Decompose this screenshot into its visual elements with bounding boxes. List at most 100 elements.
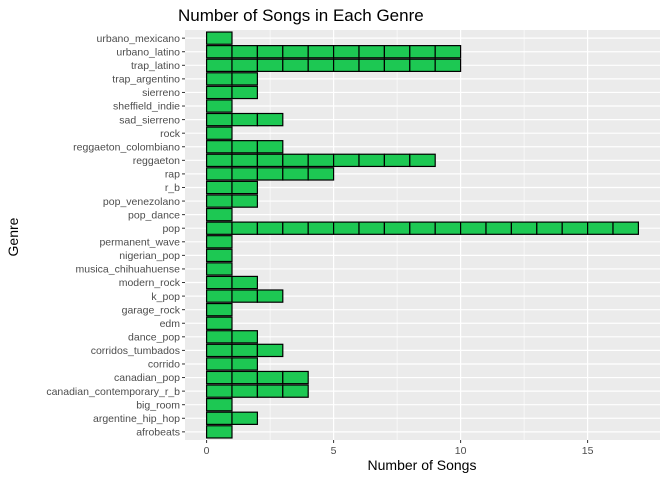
bar-urbano_mexicano [205,31,233,45]
bar-segment [256,153,284,168]
bar-k_pop [205,289,284,303]
bar-musica_chihuahuense [205,262,233,276]
bar-garage_rock [205,302,233,317]
y-tick-label: corrido [148,359,180,371]
y-tick-label: canadian_contemporary_r_b [46,386,180,398]
bar-trap_argentino [205,72,258,86]
x-tick-label: 15 [582,445,594,457]
bar-segment [256,45,284,59]
bars [205,31,640,439]
y-tick-label: garage_rock [122,304,181,316]
bar-big_room [205,397,233,412]
y-tick-label: rap [165,169,180,181]
bar-segment [383,45,411,59]
y-tick-label: urbano_mexicano [97,33,181,45]
bar-segment [307,167,335,181]
bar-segment [256,221,284,235]
bar-segment [536,221,563,235]
major-gridlines [185,30,660,440]
y-tick-label: argentine_hip_hop [93,413,180,425]
bar-sad_sierreno [205,112,284,127]
bar-segment [205,85,233,100]
x-tick-label: 5 [331,445,337,457]
bar-canadian_contemporary_r_b [205,384,309,398]
bar-canadian_pop [205,370,309,385]
bar-segment [256,140,284,154]
bar-segment [205,357,233,371]
bar-segment [231,72,258,86]
bar-segment [205,302,233,317]
bar-segment [231,289,258,303]
bar-trap_latino [205,58,462,73]
bar-segment [205,221,233,235]
bar-segment [205,180,233,195]
bar-segment [332,58,360,73]
y-axis: afrobeatsargentine_hip_hopbig_roomcanadi… [46,33,185,439]
y-tick-label: canadian_pop [114,372,180,384]
y-axis-title: Genre [5,217,21,256]
bar-segment [256,167,284,181]
x-axis: 0 5 10 15 [204,440,594,457]
y-tick-label: modern_rock [119,277,181,289]
bar-segment [612,221,640,235]
y-tick-label: big_room [136,399,180,411]
bar-segment [205,370,233,385]
bar-segment [460,221,487,235]
bar-corrido [205,357,258,371]
bar-segment [383,221,411,235]
y-tick-label: permanent_wave [99,236,180,248]
bar-segment [282,153,309,168]
bar-segment [282,370,309,385]
bar-segment [231,140,258,154]
bar-segment [205,126,233,140]
bar-segment [205,194,233,208]
bar-segment [231,85,258,100]
bar-segment [231,221,258,235]
bar-reggaeton_colombiano [205,140,284,154]
y-tick-label: trap_latino [131,60,180,72]
bar-segment [205,425,233,439]
bar-segment [358,221,385,235]
y-tick-label: rock [160,128,181,140]
y-tick-label: corridos_tumbados [91,345,180,357]
bar-segment [332,153,360,168]
bar-segment [231,58,258,73]
bar-segment [205,384,233,398]
bar-segment [231,112,258,127]
bar-segment [307,153,335,168]
bar-segment [205,167,233,181]
y-tick-label: pop_dance [128,209,180,221]
bar-edm [205,316,233,330]
bar-pop_dance [205,207,233,222]
bar-segment [485,221,513,235]
bar-segment [205,58,233,73]
bar-segment [231,194,258,208]
bar-segment [434,45,462,59]
bar-segment [231,370,258,385]
bar-segment [231,330,258,344]
bar-modern_rock [205,275,258,290]
bar-segment [231,153,258,168]
bar-segment [256,289,284,303]
bar-permanent_wave [205,235,233,249]
bar-segment [231,45,258,59]
bar-segment [358,153,385,168]
bar-segment [205,72,233,86]
bar-segment [409,45,436,59]
bar-segment [205,275,233,290]
bar-sierreno [205,85,258,100]
bar-segment [332,221,360,235]
bar-segment [587,221,614,235]
x-axis-title: Number of Songs [368,457,477,473]
bar-nigerian_pop [205,248,233,263]
bar-segment [434,221,462,235]
bar-segment [409,58,436,73]
bar-segment [383,58,411,73]
bar-segment [231,275,258,290]
y-tick-label: sad_sierreno [119,114,180,126]
bar-segment [256,384,284,398]
bar-segment [358,45,385,59]
y-tick-label: afrobeats [136,427,180,439]
bar-segment [205,112,233,127]
